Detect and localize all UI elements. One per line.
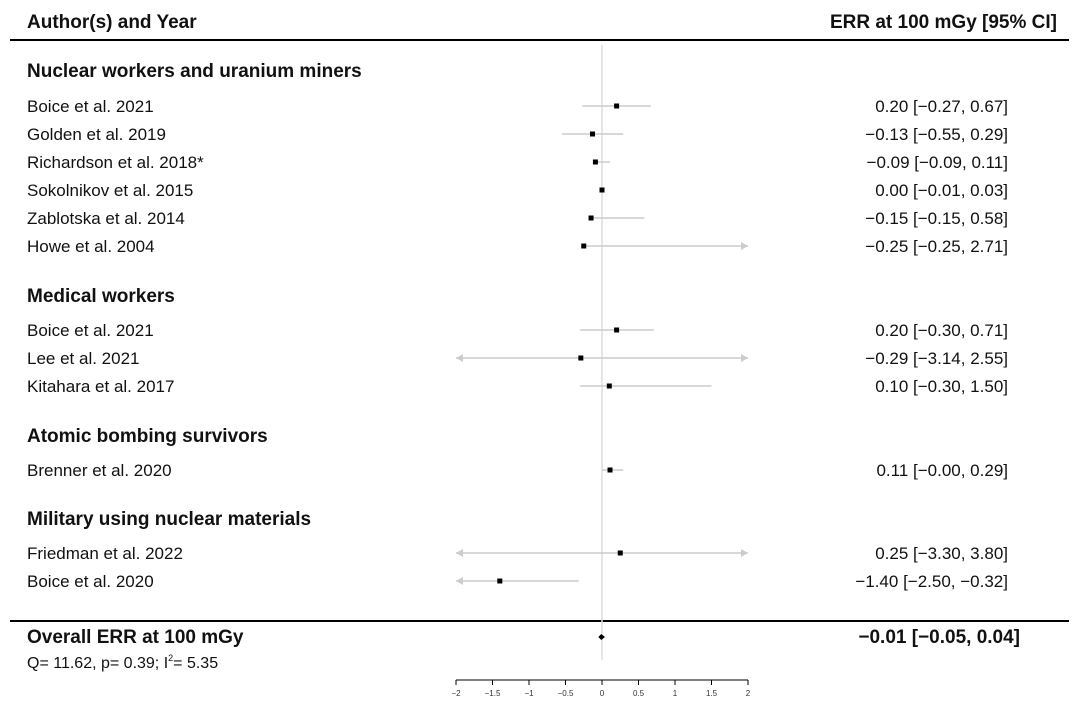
x-tick-label: −1.5 xyxy=(485,689,501,698)
point-estimate xyxy=(599,187,605,193)
x-tick-label: 2 xyxy=(746,689,751,698)
study-estimate: 0.20 [−0.30, 0.71] xyxy=(875,321,1008,340)
study-estimate: 0.20 [−0.27, 0.67] xyxy=(875,97,1008,116)
x-tick-label: 0 xyxy=(600,689,605,698)
point-estimate xyxy=(617,550,623,556)
point-estimate xyxy=(592,159,598,165)
point-estimate xyxy=(497,578,503,584)
ci-arrow-right xyxy=(741,242,748,250)
point-estimate xyxy=(588,215,594,221)
x-tick-label: −1 xyxy=(524,689,534,698)
study-estimate: −0.25 [−0.25, 2.71] xyxy=(865,237,1008,256)
group-title: Medical workers xyxy=(27,286,175,307)
study-estimate: −0.29 [−3.14, 2.55] xyxy=(865,349,1008,368)
group-title: Atomic bombing survivors xyxy=(27,426,268,447)
overall-estimate: −0.01 [−0.05, 0.04] xyxy=(858,627,1020,648)
study-estimate: −0.09 [−0.09, 0.11] xyxy=(867,153,1008,172)
overall-diamond xyxy=(598,634,605,640)
x-tick-label: 1.5 xyxy=(706,689,718,698)
study-label: Sokolnikov et al. 2015 xyxy=(27,181,193,200)
point-estimate xyxy=(614,327,620,333)
stats-prefix: Q= 11.62, p= 0.39; I xyxy=(27,655,168,672)
study-label: Boice et al. 2020 xyxy=(27,572,154,591)
study-label: Brenner et al. 2020 xyxy=(27,461,172,480)
header-err-ci: ERR at 100 mGy [95% CI] xyxy=(830,12,1057,33)
point-estimate xyxy=(578,355,584,361)
point-estimate xyxy=(614,103,620,109)
study-label: Friedman et al. 2022 xyxy=(27,544,183,563)
study-estimate: 0.00 [−0.01, 0.03] xyxy=(875,181,1008,200)
ci-arrow-left xyxy=(456,577,463,585)
heterogeneity-stats: Q= 11.62, p= 0.39; I2= 5.35 xyxy=(27,653,218,672)
study-estimate: 0.10 [−0.30, 1.50] xyxy=(875,377,1008,396)
header-author-year: Author(s) and Year xyxy=(27,12,197,33)
study-estimate: −0.15 [−0.15, 0.58] xyxy=(865,209,1008,228)
point-estimate xyxy=(606,383,612,389)
study-estimate: 0.25 [−3.30, 3.80] xyxy=(875,544,1008,563)
point-estimate xyxy=(607,467,613,473)
study-label: Golden et al. 2019 xyxy=(27,125,166,144)
ci-arrow-right xyxy=(741,354,748,362)
study-estimate: −1.40 [−2.50, −0.32] xyxy=(855,572,1008,591)
study-label: Lee et al. 2021 xyxy=(27,349,139,368)
x-tick-label: 0.5 xyxy=(633,689,645,698)
ci-arrow-left xyxy=(456,549,463,557)
study-estimate: −0.13 [−0.55, 0.29] xyxy=(865,125,1008,144)
group-title: Nuclear workers and uranium miners xyxy=(27,61,362,82)
group-title: Military using nuclear materials xyxy=(27,509,311,530)
ci-arrow-right xyxy=(741,549,748,557)
x-tick-label: −0.5 xyxy=(558,689,574,698)
x-tick-label: −2 xyxy=(451,689,461,698)
study-label: Kitahara et al. 2017 xyxy=(27,377,174,396)
study-label: Boice et al. 2021 xyxy=(27,97,154,116)
point-estimate xyxy=(581,243,587,249)
stats-suffix: = 5.35 xyxy=(173,655,218,672)
study-label: Richardson et al. 2018* xyxy=(27,153,204,172)
x-tick-label: 1 xyxy=(673,689,678,698)
point-estimate xyxy=(590,131,596,137)
plot-layer: Nuclear workers and uranium miners Boice … xyxy=(27,45,1020,698)
study-label: Boice et al. 2021 xyxy=(27,321,154,340)
study-estimate: 0.11 [−0.00, 0.29] xyxy=(876,461,1008,480)
ci-arrow-left xyxy=(456,354,463,362)
study-label: Zablotska et al. 2014 xyxy=(27,209,185,228)
study-label: Howe et al. 2004 xyxy=(27,237,155,256)
overall-label: Overall ERR at 100 mGy xyxy=(27,627,244,648)
stats-superscript: 2 xyxy=(168,653,173,663)
